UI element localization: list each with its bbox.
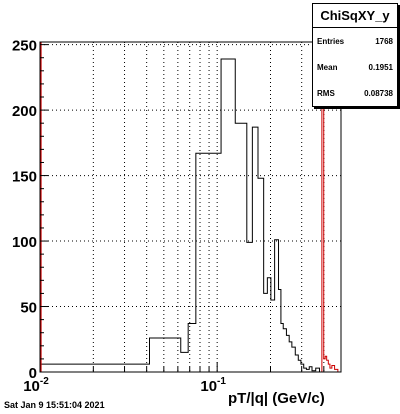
stats-rms-label: RMS — [317, 88, 335, 98]
y-tick-label: 50 — [20, 300, 37, 317]
histogram-bin — [203, 153, 221, 372]
plot-frame — [39, 41, 342, 373]
histogram-bin — [264, 293, 268, 372]
stats-entries-row: Entries 1768 — [313, 28, 397, 54]
y-tick-label: 0 — [29, 365, 37, 382]
histogram-bin — [275, 240, 279, 372]
stats-mean-label: Mean — [317, 62, 338, 72]
accent-outline — [321, 41, 339, 372]
x-tick-exponent: -2 — [40, 376, 49, 387]
y-tick-label: 100 — [12, 234, 37, 251]
stats-title: ChiSqXY_y — [313, 4, 397, 28]
x-tick-exponent: -1 — [217, 376, 226, 387]
y-axis-ticks: 0 50 100 150 200 250 — [12, 38, 48, 382]
stats-mean-value: 0.1951 — [368, 62, 393, 72]
histogram-bars — [39, 58, 324, 373]
histogram-outline — [39, 58, 324, 373]
grid-lines — [39, 42, 342, 373]
stats-entries-label: Entries — [317, 36, 345, 46]
histogram-bin — [258, 178, 264, 372]
date-stamp: Sat Jan 9 15:51:04 2021 — [4, 400, 105, 410]
histogram-bin — [181, 352, 188, 372]
y-tick-label: 200 — [12, 103, 37, 120]
y-tick-label: 250 — [12, 38, 37, 55]
stats-mean-row: Mean 0.1951 — [313, 54, 397, 80]
histogram-bin — [149, 338, 180, 372]
stats-entries-value: 1768 — [375, 36, 393, 46]
histogram-bin — [247, 242, 253, 372]
stats-rms-row: RMS 0.08738 — [313, 80, 397, 106]
histogram-bin — [267, 278, 271, 372]
histogram-bin — [271, 300, 275, 372]
histogram-bin — [252, 127, 258, 372]
x-tick-label: 10-2 — [23, 376, 49, 395]
stats-rms-value: 0.08738 — [364, 88, 393, 98]
histogram-bin — [221, 59, 235, 372]
x-axis-label: pT/|q| (GeV/c) — [228, 390, 325, 407]
stats-box: ChiSqXY_y Entries 1768 Mean 0.1951 RMS 0… — [312, 3, 398, 107]
histogram-bin — [235, 123, 247, 372]
histogram-bin — [281, 324, 283, 372]
x-tick-label: 10-1 — [200, 376, 226, 395]
y-tick-label: 150 — [12, 169, 37, 186]
histogram-bin — [316, 368, 320, 372]
histogram-bin — [292, 347, 295, 372]
histogram-bin — [40, 364, 149, 372]
